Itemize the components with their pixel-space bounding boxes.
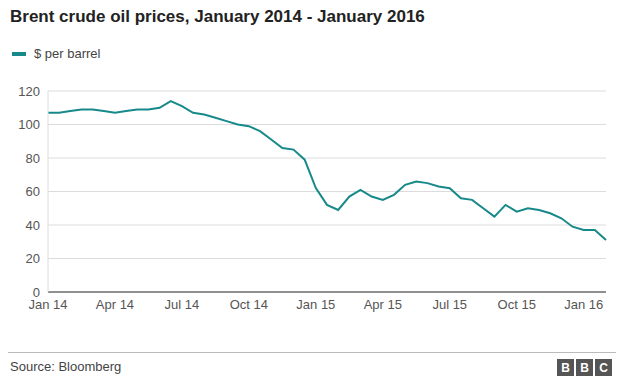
html-text:B: B: [580, 360, 589, 375]
svg-text:0: 0: [33, 285, 40, 300]
svg-text:80: 80: [26, 151, 40, 166]
svg-text:120: 120: [18, 84, 40, 99]
html-text:C: C: [599, 360, 608, 375]
svg-text:Jul 15: Jul 15: [432, 297, 467, 312]
html-text:$ per barrel: $ per barrel: [34, 46, 101, 61]
svg-text:100: 100: [18, 117, 40, 132]
svg-text:20: 20: [26, 251, 40, 266]
html-text:B: B: [561, 360, 570, 375]
svg-text:Apr 14: Apr 14: [96, 297, 134, 312]
svg-text:60: 60: [26, 184, 40, 199]
svg-text:Jan 15: Jan 15: [296, 297, 335, 312]
svg-text:Oct 14: Oct 14: [230, 297, 268, 312]
html-text:Source: Bloomberg: Source: Bloomberg: [10, 359, 122, 374]
svg-text:Jan 16: Jan 16: [564, 297, 603, 312]
svg-text:40: 40: [26, 218, 40, 233]
svg-text:Apr 15: Apr 15: [364, 297, 402, 312]
svg-text:Jan 14: Jan 14: [28, 297, 68, 313]
svg-text:Jul 14: Jul 14: [165, 297, 200, 312]
svg-text:Oct 15: Oct 15: [498, 297, 536, 312]
html-text:Brent crude oil prices, Januar: Brent crude oil prices, January 2014 - J…: [10, 7, 425, 26]
